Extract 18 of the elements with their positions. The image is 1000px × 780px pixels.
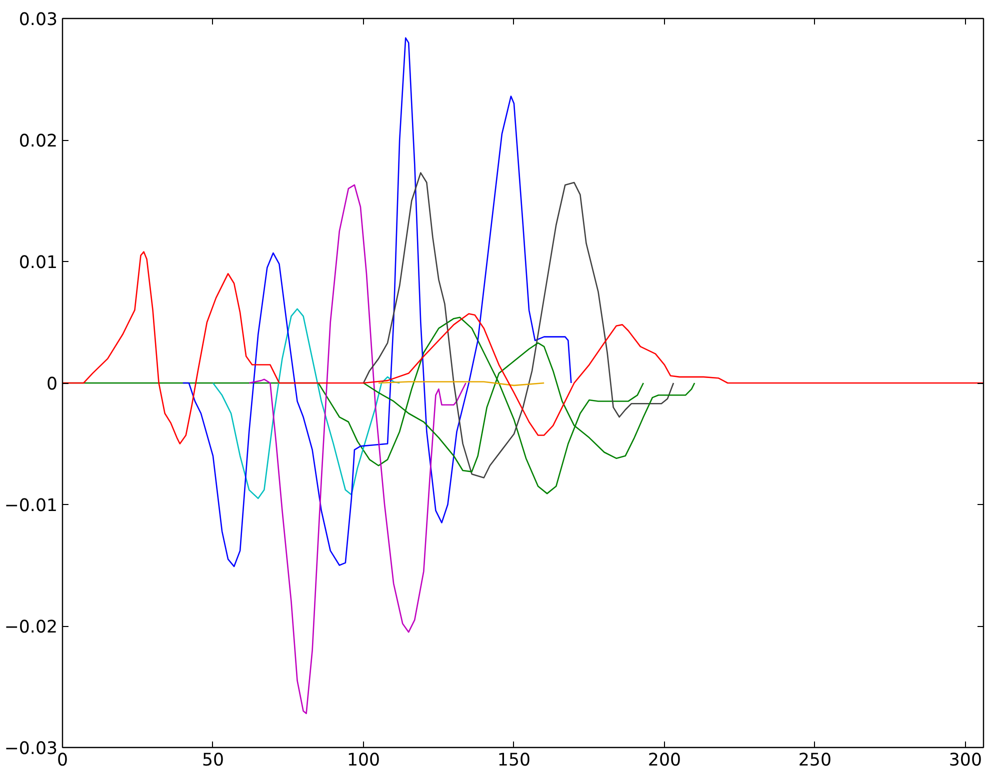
y-tick-label: 0 (46, 374, 58, 394)
y-tick-label: −0.02 (4, 618, 58, 638)
line-series (182, 37, 572, 568)
y-tick-label: 0.02 (18, 132, 58, 152)
y-tick-label: 0.03 (18, 10, 58, 30)
line-series (248, 184, 466, 714)
x-tick-label: 100 (346, 750, 380, 770)
x-tick-label: 250 (798, 750, 832, 770)
x-tick-label: 200 (648, 750, 681, 770)
line-series (212, 308, 400, 500)
y-tick-label: −0.01 (4, 496, 58, 516)
line-series (62, 251, 984, 444)
x-tick-label: 50 (202, 750, 224, 770)
y-tick-label: 0.01 (18, 253, 58, 273)
x-tick-label: 150 (497, 750, 531, 770)
x-tick-label: 300 (948, 750, 982, 770)
y-tick-label: −0.03 (4, 739, 58, 759)
line-series (362, 172, 674, 478)
